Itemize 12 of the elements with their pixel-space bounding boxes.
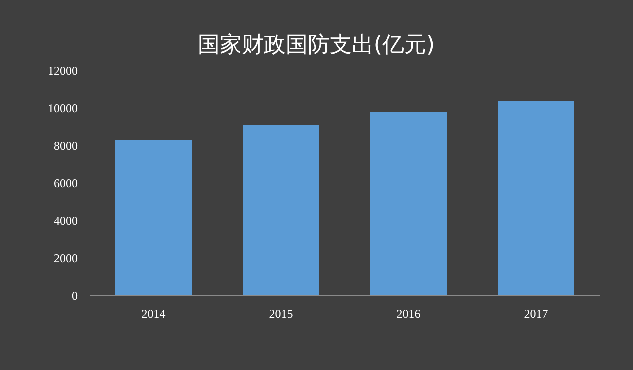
y-tick-label: 2000 bbox=[54, 252, 78, 266]
y-tick-label: 4000 bbox=[54, 214, 78, 228]
x-tick-label: 2016 bbox=[396, 307, 421, 321]
y-tick-label: 0 bbox=[72, 289, 78, 303]
y-tick-label: 6000 bbox=[54, 176, 78, 190]
title: 国家财政国防支出(亿元) bbox=[198, 33, 436, 58]
y-tick-label: 10000 bbox=[48, 102, 78, 116]
y-tick-label: 12000 bbox=[48, 64, 78, 78]
x-tick-label: 2014 bbox=[142, 307, 166, 321]
x-tick-label: 2017 bbox=[524, 307, 548, 321]
x-tick-label: 2015 bbox=[269, 307, 294, 321]
y-tick-label: 8000 bbox=[54, 139, 78, 153]
